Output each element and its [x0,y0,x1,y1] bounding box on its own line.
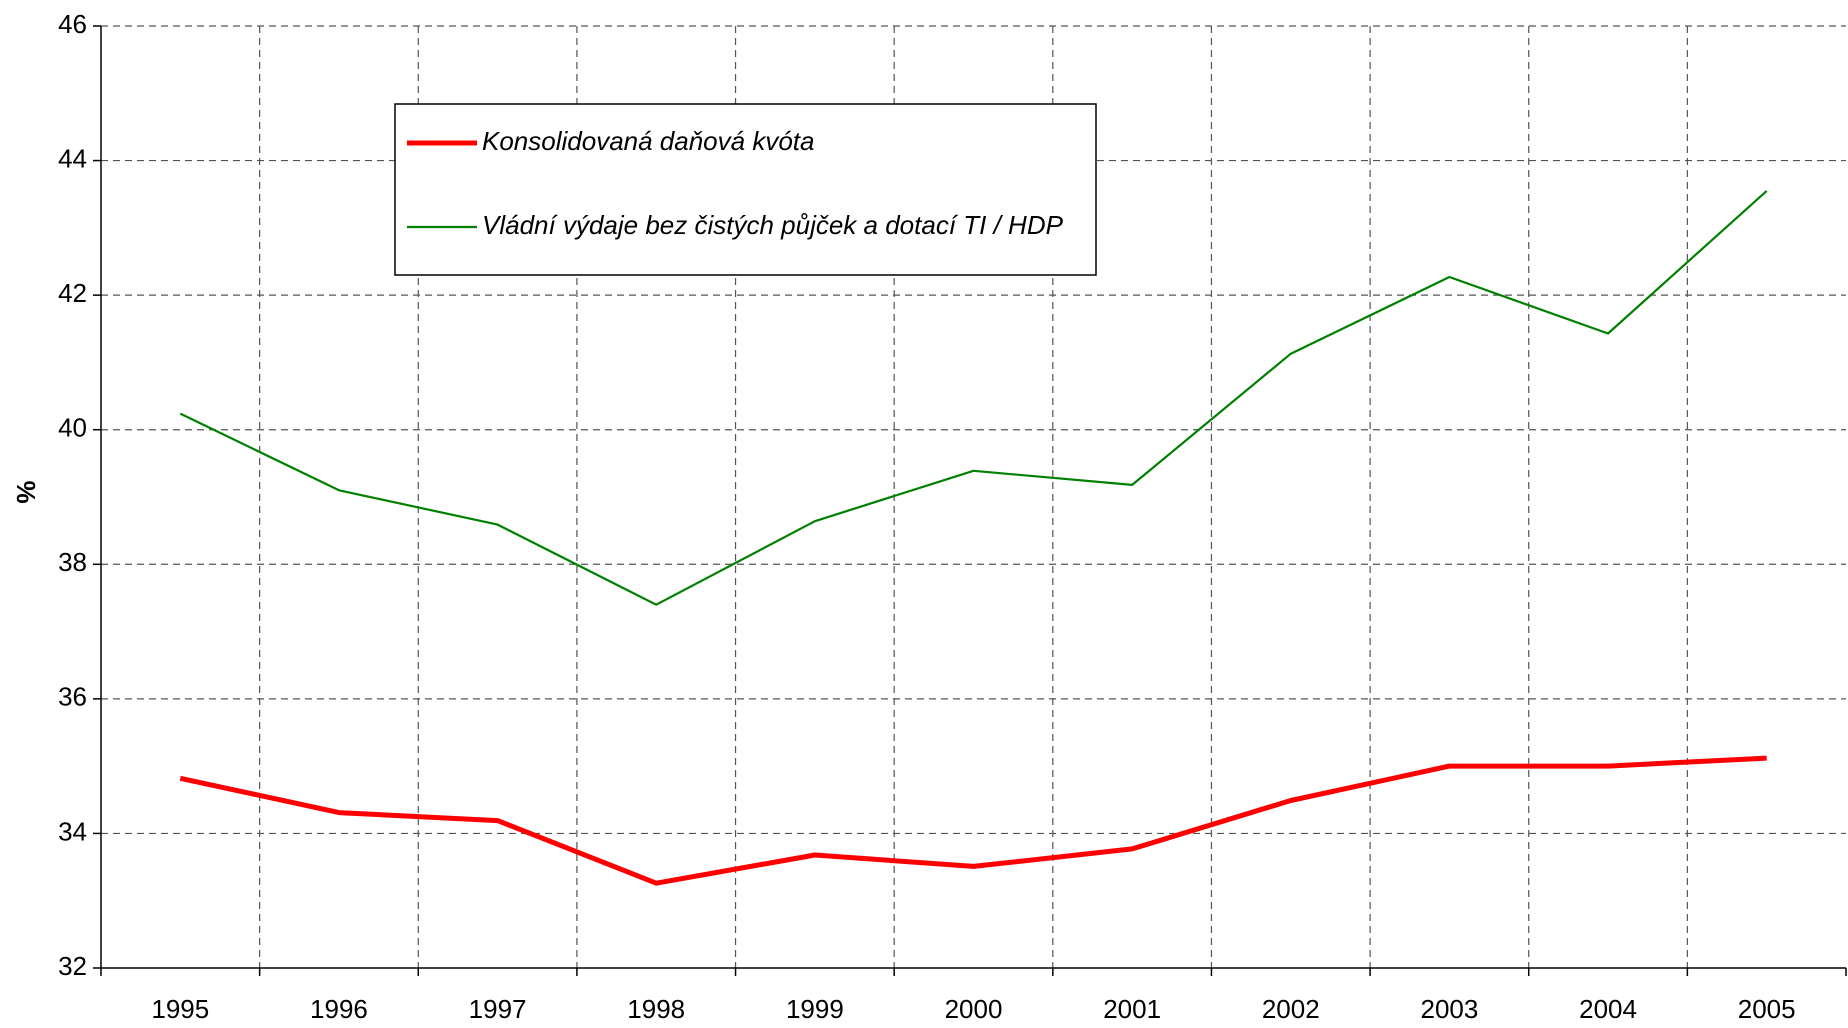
x-tick-label: 2001 [1103,994,1161,1024]
y-tick-label: 34 [58,816,87,846]
x-tick-label: 1996 [310,994,368,1024]
y-axis-label: % [11,480,41,503]
x-tick-label: 1995 [151,994,209,1024]
x-tick-label: 2005 [1738,994,1796,1024]
x-tick-label: 1999 [786,994,844,1024]
series-line [179,190,1768,606]
legend-label: Konsolidovaná daňová kvóta [482,126,814,156]
legend-label: Vládní výdaje bez čistých půjček a dotac… [482,210,1064,240]
x-tick-label: 2000 [945,994,1003,1024]
x-tick-label: 2004 [1579,994,1637,1024]
y-tick-label: 32 [58,951,87,981]
y-tick-label: 36 [58,682,87,712]
x-tick-label: 2003 [1420,994,1478,1024]
series-line [179,755,1767,886]
y-tick-label: 40 [58,413,87,443]
y-tick-label: 38 [58,547,87,577]
y-tick-label: 46 [58,9,87,39]
y-tick-label: 44 [58,143,87,173]
x-tick-label: 2002 [1262,994,1320,1024]
y-tick-label: 42 [58,278,87,308]
x-tick-label: 1997 [469,994,527,1024]
x-tick-label: 1998 [627,994,685,1024]
legend-box [394,103,1097,276]
